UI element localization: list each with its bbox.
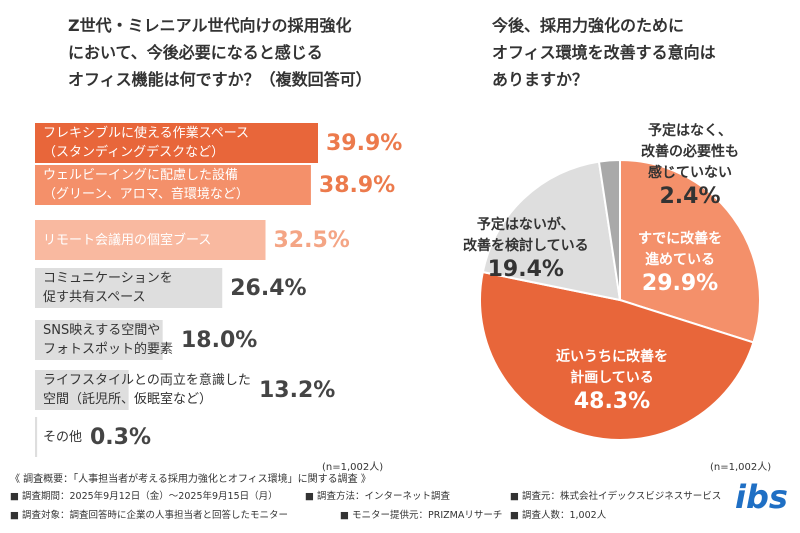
category-label: コミュニケーションを 促す共有スペース	[43, 271, 173, 305]
chart-title: 今後、採用力強化のために オフィス環境を改善する意向は ありますか？	[492, 16, 716, 89]
value-label: 32.5%	[273, 227, 350, 253]
slice-category: すでに改善を 進めている	[638, 230, 723, 268]
slice-label: すでに改善を 進めている 29.9%	[638, 229, 722, 296]
pie-slice	[479, 270, 755, 441]
slice-category: 近いうちに改善を 計画している	[556, 348, 668, 386]
bar	[35, 370, 129, 410]
bar	[35, 320, 163, 360]
footer-item: ■ 調査対象：調査回答時に企業の人事担当者と回答したモニター	[10, 510, 288, 521]
value-label: 38.9%	[318, 172, 396, 198]
category-label: ウェルビーイングに配慮した設備 （グリーン、アロマ、音環境など）	[43, 168, 249, 202]
slice-category: 予定はなく、 改善の必要性も 感じていない	[641, 123, 739, 181]
pie-slice	[597, 158, 621, 301]
slice-label: 予定はなく、 改善の必要性も 感じていない 2.4%	[641, 121, 739, 209]
slice-value: 48.3%	[573, 388, 651, 414]
category-label: SNS映えする空間や フォトスポット的要素	[43, 323, 174, 357]
note: (n=1,002人)	[710, 462, 772, 473]
category-label: フレキシブルに使える作業スペース （スタンディングデスクなど）	[43, 126, 250, 160]
slice-value: 2.4%	[659, 184, 721, 209]
value-label: 0.3%	[90, 424, 152, 450]
logo: ibs	[735, 478, 788, 516]
bar	[35, 123, 318, 163]
category-label: リモート会議用の個室ブース	[43, 232, 212, 248]
value-label: 26.4%	[230, 275, 307, 301]
value-label: 13.2%	[259, 377, 336, 403]
bar	[35, 220, 266, 260]
chart-title: Z世代・ミレニアル世代向けの採用強化 において、今後必要になると感じる オフィス…	[68, 16, 372, 89]
footer-item: ■ 調査元：株式会社イデックスビジネスサービス	[510, 491, 722, 502]
footer-heading: 《 調査概要：「人事担当者が考える採用力強化とオフィス環境」に関する調査 》	[10, 474, 371, 485]
bar	[35, 165, 311, 205]
pie-slice	[481, 160, 622, 302]
slice-label: 近いうちに改善を 計画している 48.3%	[556, 347, 668, 414]
pie-slice	[619, 158, 761, 344]
footer-item: ■ 調査期間：2025年9月12日（金）～2025年9月15日（月）	[10, 491, 278, 502]
note: (n=1,002人)	[322, 462, 384, 473]
footer-item: ■ モニター提供元：PRIZMAリサーチ	[340, 510, 503, 521]
category-label: ライフスタイルとの両立を意識した 空間（託児所、仮眠室など）	[43, 373, 251, 407]
value-label: 39.9%	[326, 130, 403, 156]
slice-value: 29.9%	[641, 270, 719, 296]
footer-item: ■ 調査人数：1,002人	[510, 510, 607, 521]
slice-label: 予定はないが、 改善を検討している 19.4%	[463, 215, 589, 282]
bar	[35, 417, 38, 457]
slice-category: 予定はないが、 改善を検討している	[463, 216, 589, 254]
footer-item: ■ 調査方法：インターネット調査	[305, 491, 450, 502]
category-label: その他	[43, 429, 83, 445]
slice-value: 19.4%	[487, 256, 564, 282]
bar	[35, 268, 223, 308]
value-label: 18.0%	[181, 327, 258, 353]
